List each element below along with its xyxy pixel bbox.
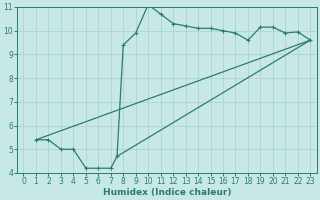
X-axis label: Humidex (Indice chaleur): Humidex (Indice chaleur) — [103, 188, 231, 197]
